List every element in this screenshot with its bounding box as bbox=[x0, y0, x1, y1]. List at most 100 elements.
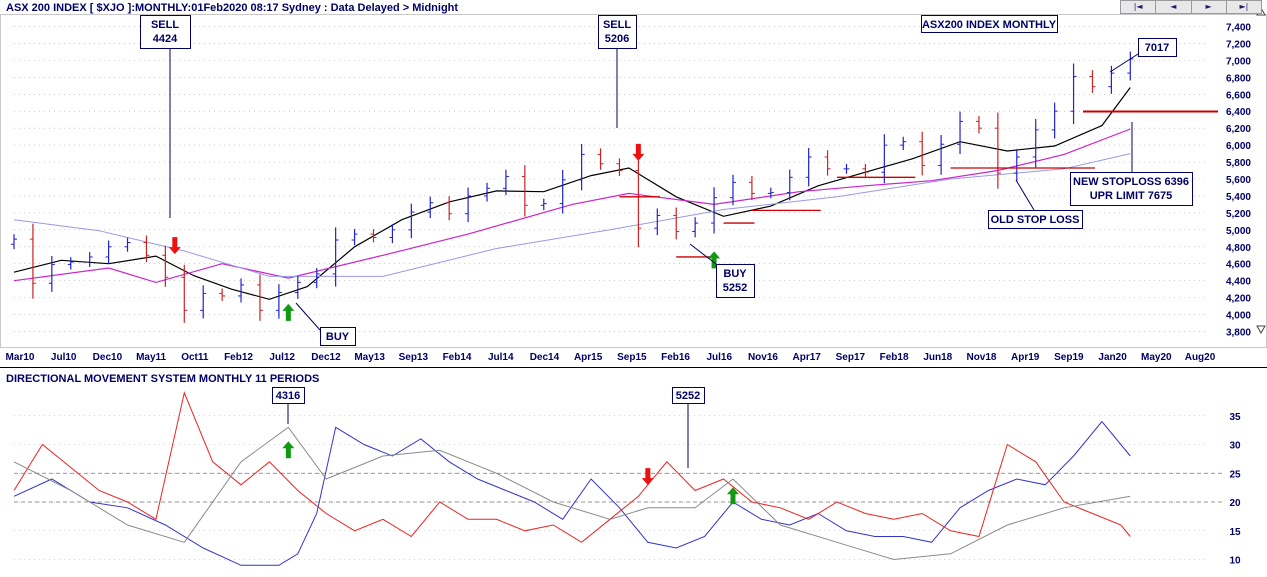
sell-4424-label-line1: SELL bbox=[151, 19, 179, 31]
nav-last-button[interactable]: ►| bbox=[1239, 2, 1249, 11]
price-y-tick-label: 5,600 bbox=[1226, 175, 1251, 186]
x-tick-label: May11 bbox=[136, 352, 166, 363]
x-tick-label: Sep15 bbox=[617, 352, 647, 363]
price-y-tick-label: 6,000 bbox=[1226, 141, 1251, 152]
x-tick-label: Dec12 bbox=[311, 352, 341, 363]
dmi-5252-label-line1: 5252 bbox=[676, 390, 700, 402]
sell-arrow-icon bbox=[168, 237, 181, 255]
sell-arrow-icon bbox=[632, 143, 645, 161]
new-stoploss-label-box bbox=[1070, 172, 1193, 206]
x-tick-label: Jul12 bbox=[269, 352, 295, 363]
price-y-tick-label: 5,200 bbox=[1226, 209, 1251, 220]
x-tick-label: Jul10 bbox=[51, 352, 77, 363]
x-tick-label: Nov18 bbox=[966, 352, 996, 363]
x-tick-label: Sep13 bbox=[399, 352, 429, 363]
dmi-buy-arrow-icon bbox=[726, 487, 739, 505]
buy-label-box bbox=[320, 327, 356, 346]
ma-line-ma_medium bbox=[13, 128, 1131, 284]
x-tick-label: Dec10 bbox=[93, 352, 123, 363]
x-tick-label: Apr19 bbox=[1011, 352, 1040, 363]
x-tick-label: Feb18 bbox=[880, 352, 909, 363]
x-tick-label: Aug20 bbox=[1185, 352, 1216, 363]
last-price-label-line1: 7017 bbox=[1145, 42, 1169, 54]
x-tick-label: Nov16 bbox=[748, 352, 778, 363]
x-tick-label: Jul14 bbox=[488, 352, 514, 363]
new-stoploss-label-line1: NEW STOPLOSS 6396 bbox=[1073, 176, 1189, 188]
price-y-tick-label: 5,800 bbox=[1226, 158, 1251, 169]
x-tick-label: Apr17 bbox=[792, 352, 821, 363]
x-tick-label: Feb14 bbox=[443, 352, 472, 363]
price-y-tick-label: 6,800 bbox=[1226, 73, 1251, 84]
leader-line bbox=[689, 243, 717, 265]
price-chart-title-box bbox=[921, 15, 1058, 33]
x-tick-label: Jan20 bbox=[1098, 352, 1127, 363]
x-tick-label: Dec14 bbox=[530, 352, 560, 363]
dmi-y-tick-label: 20 bbox=[1229, 498, 1241, 509]
dmi-y-tick-label: 30 bbox=[1229, 441, 1241, 452]
dmi-4316-label-line1: 4316 bbox=[276, 390, 300, 402]
x-tick-label: Jul16 bbox=[706, 352, 732, 363]
sell-5206-label-line2: 5206 bbox=[605, 33, 629, 45]
nav-first-button[interactable]: |◄ bbox=[1121, 1, 1157, 13]
x-tick-label: Oct11 bbox=[181, 352, 209, 363]
x-tick-label: Feb16 bbox=[661, 352, 690, 363]
price-y-tick-label: 7,200 bbox=[1226, 39, 1251, 50]
old-stoploss-label-line1: OLD STOP LOSS bbox=[991, 214, 1080, 226]
dmi-line-di bbox=[13, 391, 1131, 543]
buy-5252-label-box bbox=[716, 264, 755, 298]
sell-4424-label-box bbox=[140, 15, 191, 49]
dmi-y-tick-label: 25 bbox=[1229, 469, 1241, 480]
leader-line bbox=[1015, 179, 1035, 211]
x-tick-label: May13 bbox=[354, 352, 385, 363]
dmi-panel-title: DIRECTIONAL MOVEMENT SYSTEM MONTHLY 11 P… bbox=[6, 373, 319, 385]
x-tick-label: Mar10 bbox=[6, 352, 35, 363]
dmi-line-di bbox=[13, 420, 1131, 566]
x-tick-label: Jun18 bbox=[923, 352, 952, 363]
ma-line-ma_long bbox=[13, 153, 1131, 277]
chart-header-title: ASX 200 INDEX [ $XJO ]:MONTHLY:01Feb2020… bbox=[6, 2, 458, 14]
dmi-line-adx bbox=[13, 426, 1131, 561]
price-y-tick-label: 7,400 bbox=[1226, 22, 1251, 33]
buy-arrow-icon bbox=[282, 303, 295, 321]
price-y-tick-label: 5,400 bbox=[1226, 192, 1251, 203]
buy-5252-label-line2: 5252 bbox=[723, 282, 747, 294]
leader-line bbox=[1109, 53, 1139, 73]
scroll-down-icon bbox=[1256, 325, 1266, 335]
dmi-y-tick-label: 10 bbox=[1229, 556, 1241, 567]
nav-prev-button[interactable]: ◄ bbox=[1156, 1, 1192, 13]
x-tick-label: Feb12 bbox=[224, 352, 253, 363]
x-tick-label: Sep17 bbox=[836, 352, 866, 363]
nav-next-button[interactable]: ► bbox=[1192, 1, 1227, 13]
buy-arrow-icon bbox=[708, 251, 721, 269]
leader-line bbox=[295, 302, 321, 331]
price-y-tick-label: 5,000 bbox=[1226, 226, 1251, 237]
price-y-tick-label: 3,800 bbox=[1226, 328, 1251, 339]
price-y-tick-label: 4,800 bbox=[1226, 243, 1251, 254]
price-y-tick-label: 6,600 bbox=[1226, 90, 1251, 101]
buy-label-line1: BUY bbox=[326, 331, 350, 343]
last-price-label-box bbox=[1138, 38, 1177, 57]
x-tick-label: May20 bbox=[1141, 352, 1172, 363]
price-y-tick-label: 4,600 bbox=[1226, 260, 1251, 271]
sell-4424-label-line2: 4424 bbox=[153, 33, 178, 45]
price-y-tick-label: 4,400 bbox=[1226, 277, 1251, 288]
sell-5206-label-box bbox=[598, 15, 637, 49]
ma-line-ma_short bbox=[13, 87, 1131, 300]
price-y-tick-label: 7,000 bbox=[1226, 56, 1251, 67]
x-tick-label: Apr15 bbox=[574, 352, 603, 363]
price-y-tick-label: 6,400 bbox=[1226, 107, 1251, 118]
price-y-tick-label: 4,000 bbox=[1226, 311, 1251, 322]
period-navigator: |◄ ◄ ► ►| bbox=[1120, 0, 1262, 14]
new-stoploss-label-line2: UPR LIMIT 7675 bbox=[1090, 190, 1173, 202]
price-chart-title: ASX200 INDEX MONTHLY bbox=[922, 19, 1057, 31]
price-y-tick-label: 4,200 bbox=[1226, 294, 1251, 305]
dmi-sell-arrow-icon bbox=[641, 468, 654, 486]
x-tick-label: Sep19 bbox=[1054, 352, 1084, 363]
price-y-tick-label: 6,200 bbox=[1226, 124, 1251, 135]
dmi-y-tick-label: 15 bbox=[1229, 527, 1241, 538]
buy-5252-label-line1: BUY bbox=[723, 268, 747, 280]
old-stoploss-label-box bbox=[988, 210, 1083, 229]
sell-5206-label-line1: SELL bbox=[603, 19, 631, 31]
